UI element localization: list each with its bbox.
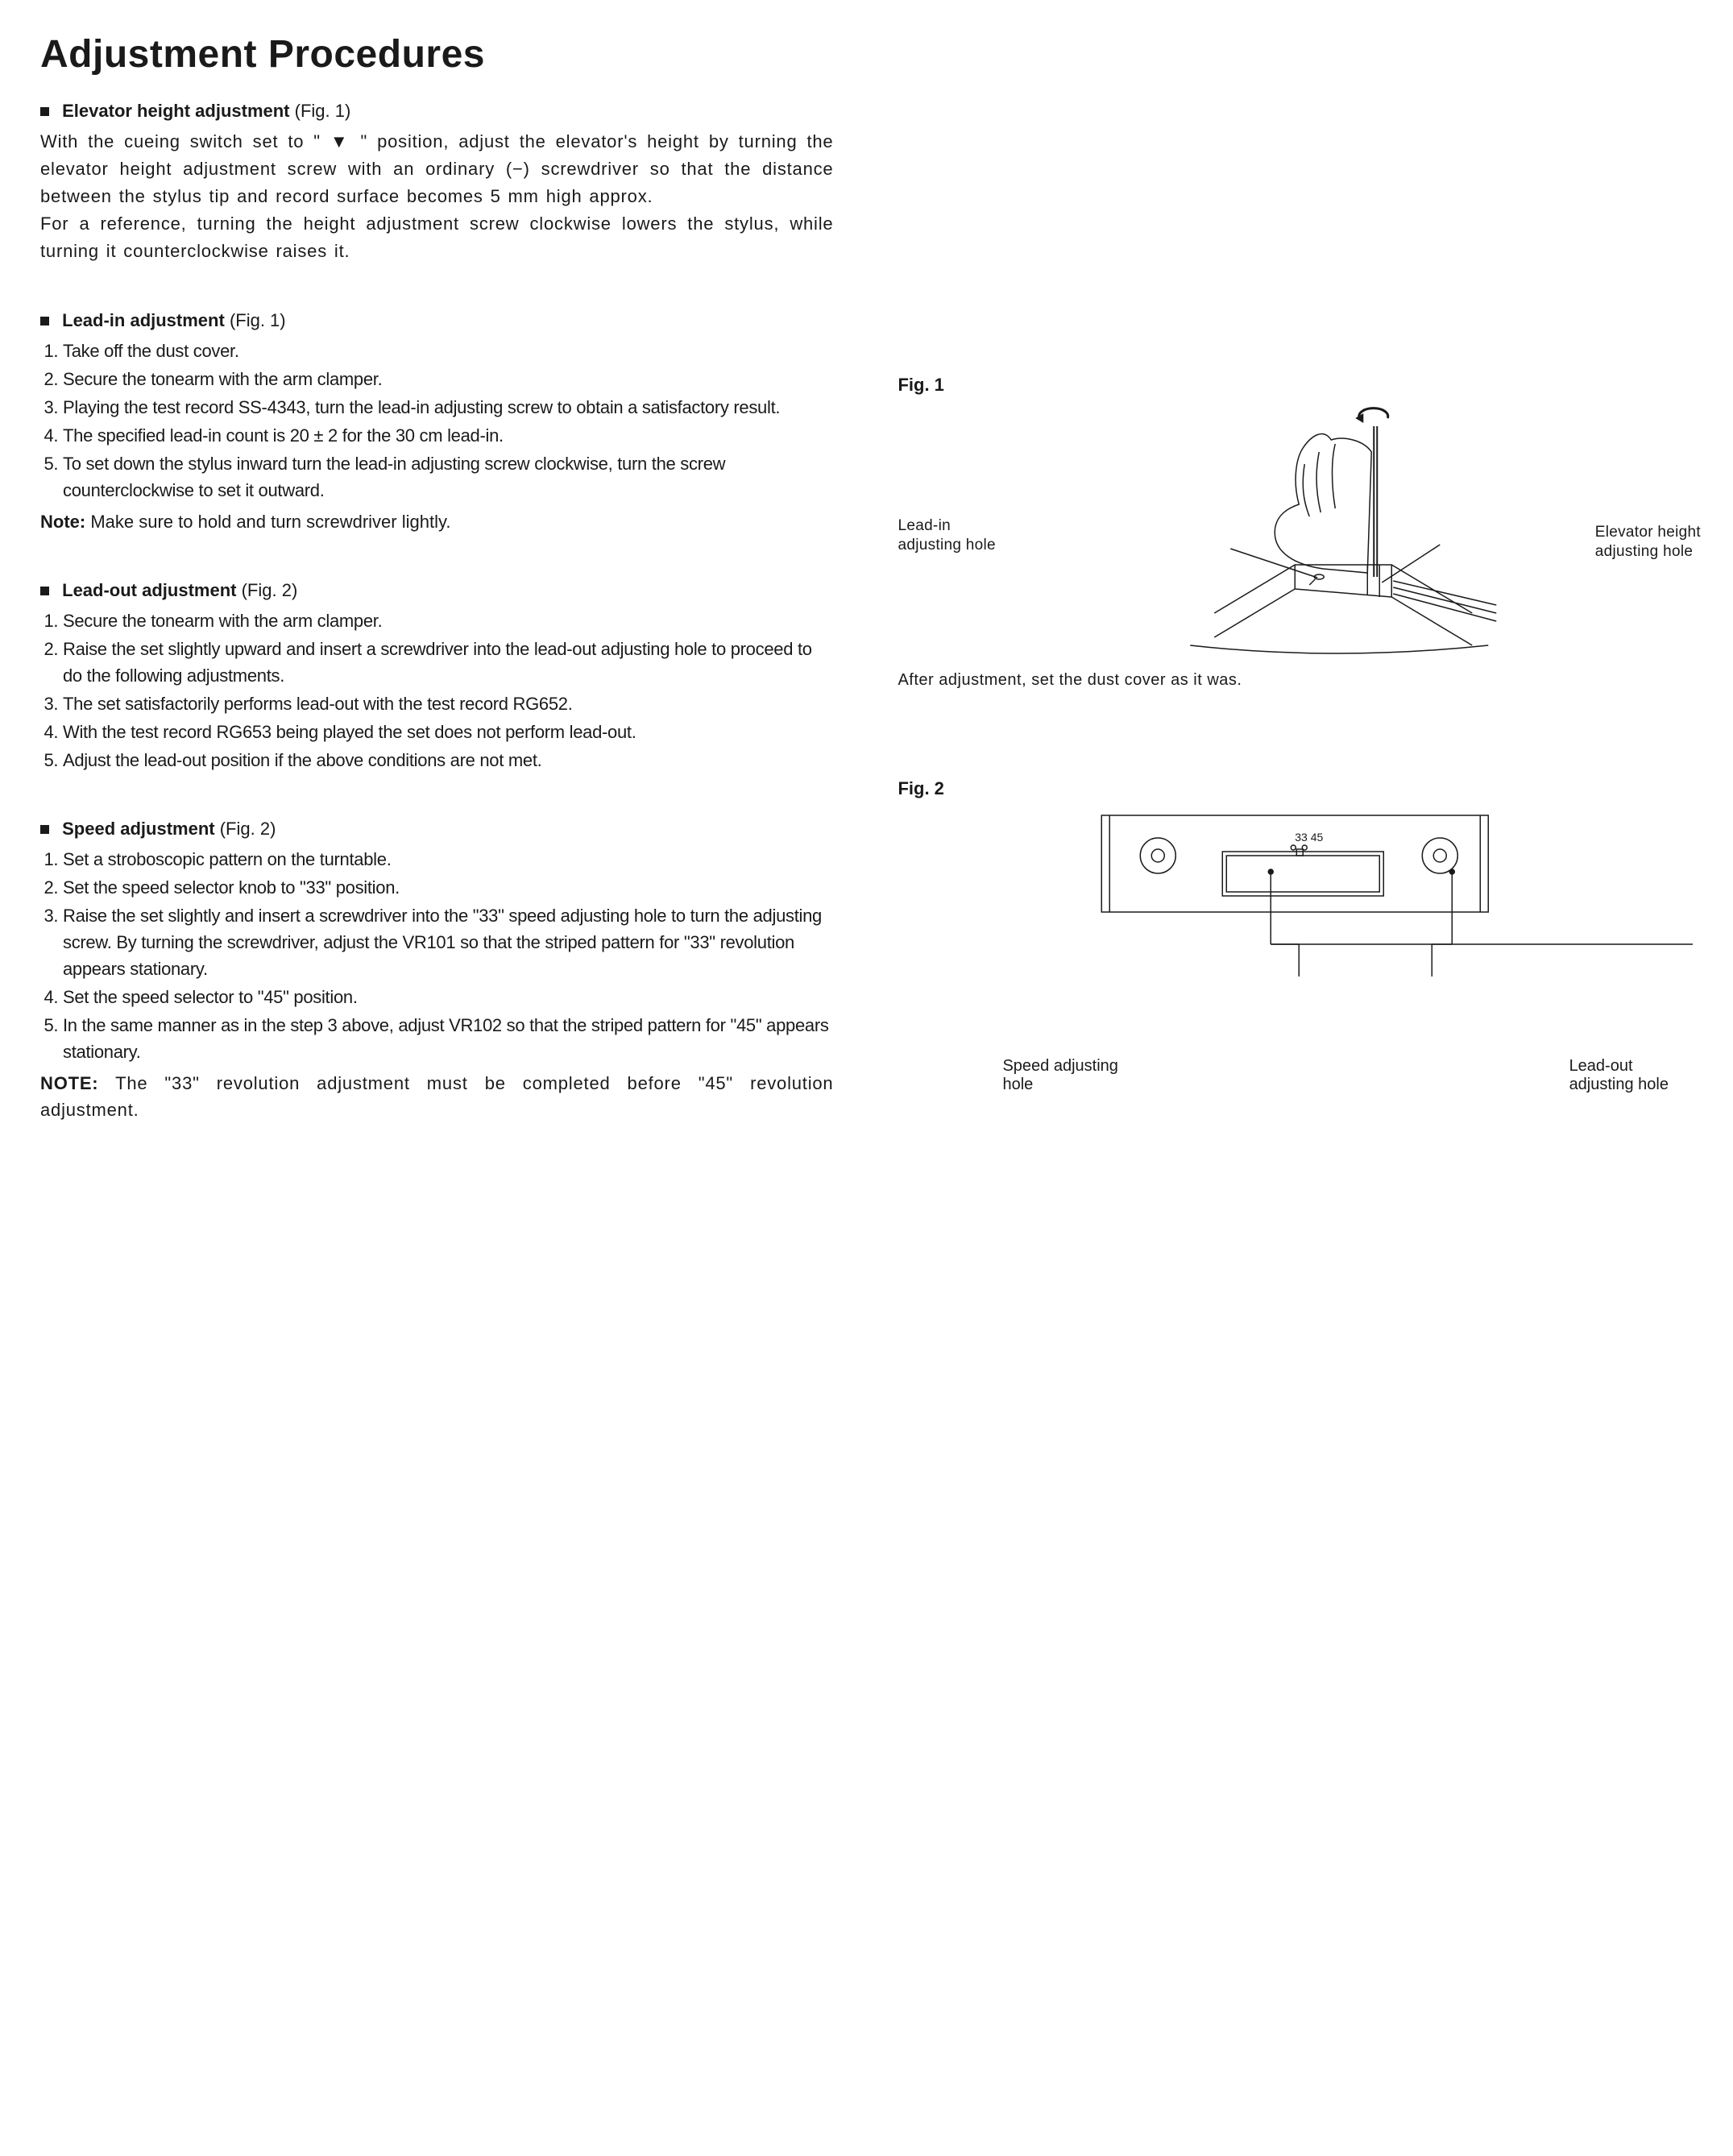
fig1-diagram	[898, 404, 1693, 661]
note-label: NOTE:	[40, 1073, 98, 1093]
section-heading: Lead-in adjustment (Fig. 1)	[40, 310, 833, 331]
section-leadin: Lead-in adjustment (Fig. 1) Take off the…	[40, 310, 833, 535]
fig2-box: 33 45 Speed adj	[898, 807, 1693, 1094]
steps-list: Take off the dust cover. Secure the tone…	[40, 338, 833, 504]
section-speed: Speed adjustment (Fig. 2) Set a strobosc…	[40, 819, 833, 1123]
fig2-label: Fig. 2	[898, 778, 1693, 799]
left-column: Elevator height adjustment (Fig. 1) With…	[40, 101, 833, 1168]
list-item: The specified lead-in count is 20 ± 2 fo…	[63, 422, 833, 449]
note: NOTE: The "33" revolution adjustment mus…	[40, 1070, 833, 1123]
callout-elevator: Elevator height adjusting hole	[1595, 523, 1701, 562]
bullet-icon	[40, 587, 49, 595]
fig1-caption: After adjustment, set the dust cover as …	[898, 671, 1693, 690]
right-column: Fig. 1	[898, 101, 1693, 1168]
heading-text: Elevator height adjustment	[62, 101, 289, 121]
list-item: Raise the set slightly and insert a scre…	[63, 902, 833, 982]
list-item: Secure the tonearm with the arm clamper.	[63, 607, 833, 634]
bullet-icon	[40, 317, 49, 325]
section-elevator: Elevator height adjustment (Fig. 1) With…	[40, 101, 833, 265]
page-title: Adjustment Procedures	[40, 32, 1693, 77]
list-item: Take off the dust cover.	[63, 338, 833, 364]
fig2-diagram: 33 45	[898, 807, 1693, 985]
section-heading: Lead-out adjustment (Fig. 2)	[40, 580, 833, 601]
content-columns: Elevator height adjustment (Fig. 1) With…	[40, 101, 1693, 1168]
section-heading: Elevator height adjustment (Fig. 1)	[40, 101, 833, 122]
callout-leadout: Lead-out adjusting hole	[1569, 1057, 1669, 1094]
list-item: Raise the set slightly upward and insert…	[63, 636, 833, 689]
heading-text: Speed adjustment	[62, 819, 214, 839]
fig-ref: (Fig. 1)	[295, 101, 351, 121]
fig1-label: Fig. 1	[898, 375, 1693, 396]
list-item: With the test record RG653 being played …	[63, 719, 833, 745]
list-item: To set down the stylus inward turn the l…	[63, 450, 833, 504]
heading-text: Lead-out adjustment	[62, 580, 236, 600]
fig-ref: (Fig. 2)	[242, 580, 298, 600]
list-item: Adjust the lead-out position if the abov…	[63, 747, 833, 773]
steps-list: Set a stroboscopic pattern on the turnta…	[40, 846, 833, 1065]
section-leadout: Lead-out adjustment (Fig. 2) Secure the …	[40, 580, 833, 773]
paragraph: With the cueing switch set to " ▼ " posi…	[40, 128, 833, 210]
fig-ref: (Fig. 2)	[220, 819, 276, 839]
bullet-icon	[40, 107, 49, 116]
speed-label-3345: 33 45	[1296, 831, 1324, 844]
fig-ref: (Fig. 1)	[230, 310, 286, 330]
note: Note: Make sure to hold and turn screwdr…	[40, 508, 833, 535]
list-item: Set the speed selector knob to "33" posi…	[63, 874, 833, 901]
callout-leadin: Lead-in adjusting hole	[898, 516, 995, 555]
note-label: Note:	[40, 512, 85, 532]
callout-speed: Speed adjusting hole	[1002, 1057, 1117, 1094]
paragraph: For a reference, turning the height adju…	[40, 210, 833, 265]
section-heading: Speed adjustment (Fig. 2)	[40, 819, 833, 840]
note-text: The "33" revolution adjustment must be c…	[40, 1073, 833, 1120]
note-text: Make sure to hold and turn screwdriver l…	[85, 512, 450, 532]
list-item: In the same manner as in the step 3 abov…	[63, 1012, 833, 1065]
list-item: Set a stroboscopic pattern on the turnta…	[63, 846, 833, 873]
list-item: Playing the test record SS-4343, turn th…	[63, 394, 833, 421]
list-item: Set the speed selector to "45" position.	[63, 984, 833, 1010]
heading-text: Lead-in adjustment	[62, 310, 225, 330]
list-item: The set satisfactorily performs lead-out…	[63, 690, 833, 717]
fig1-box: Lead-in adjusting hole Elevator height a…	[898, 404, 1693, 661]
bullet-icon	[40, 825, 49, 834]
steps-list: Secure the tonearm with the arm clamper.…	[40, 607, 833, 773]
list-item: Secure the tonearm with the arm clamper.	[63, 366, 833, 392]
